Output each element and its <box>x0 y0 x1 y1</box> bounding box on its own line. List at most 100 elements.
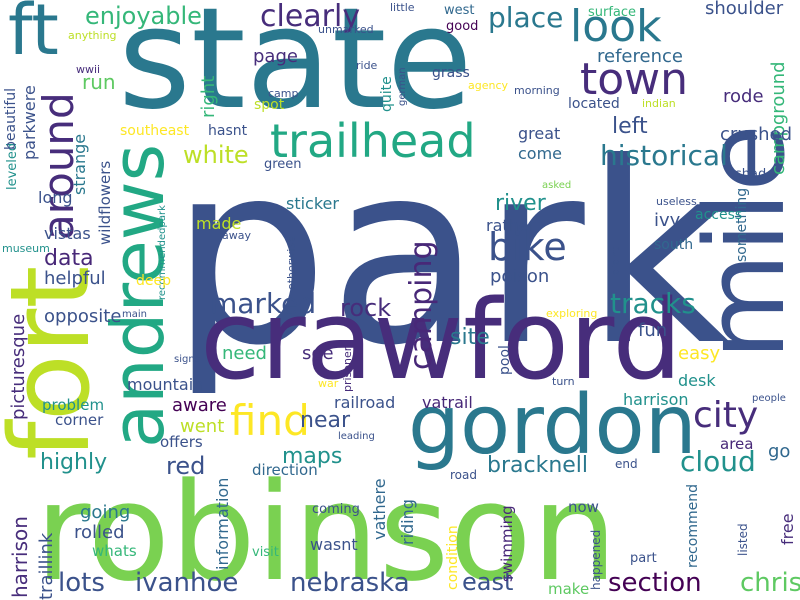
cloud-word: vatrail <box>422 393 473 412</box>
cloud-word: shade <box>735 167 775 182</box>
cloud-word: reference <box>597 46 683 67</box>
cloud-word: nebraska <box>290 568 410 598</box>
cloud-word: maps <box>282 444 343 469</box>
cloud-word: harrison <box>623 390 689 409</box>
cloud-word: road <box>450 468 477 482</box>
cloud-word: clearly <box>260 0 361 34</box>
cloud-word: swimming <box>498 505 516 582</box>
cloud-word: exploring <box>546 307 598 320</box>
cloud-word: going <box>80 502 131 523</box>
cloud-word: section <box>608 568 702 598</box>
cloud-word: wwii <box>76 63 101 76</box>
cloud-word: great <box>518 124 561 143</box>
cloud-word: area <box>720 435 754 453</box>
cloud-word: rock <box>340 294 392 322</box>
cloud-word: east <box>462 568 514 596</box>
cloud-word: aware <box>172 395 227 416</box>
cloud-word: something <box>734 187 750 262</box>
cloud-word: coming <box>312 502 360 517</box>
cloud-word: railroad <box>334 393 396 412</box>
cloud-word: lots <box>58 568 105 598</box>
cloud-word: white <box>183 141 249 169</box>
cloud-word: find <box>230 396 310 445</box>
cloud-word: make <box>548 580 590 598</box>
cloud-word: easy <box>678 343 721 364</box>
cloud-word: unmarked <box>318 23 374 36</box>
cloud-word: vathere <box>370 478 389 540</box>
cloud-word: asked <box>542 180 572 191</box>
cloud-word: site <box>450 325 490 350</box>
cloud-word: poison <box>490 266 550 287</box>
cloud-word: wasnt <box>310 535 358 554</box>
cloud-word: agency <box>468 79 509 92</box>
cloud-word: listed <box>736 523 750 556</box>
cloud-word: red <box>166 452 206 480</box>
cloud-word: museum <box>2 242 50 255</box>
cloud-word: marked <box>210 287 317 320</box>
cloud-word: bike <box>488 225 567 269</box>
cloud-word: data <box>44 246 94 271</box>
cloud-word: ft <box>8 0 59 71</box>
cloud-word: useless <box>656 195 697 208</box>
cloud-word: pool <box>497 345 513 375</box>
cloud-word: highly <box>40 450 108 475</box>
cloud-word: beautiful <box>3 87 19 150</box>
cloud-word: riding <box>398 499 417 545</box>
cloud-word: anything <box>68 29 117 42</box>
cloud-word: rather <box>486 216 536 235</box>
cloud-word: trailhead <box>270 114 476 168</box>
cloud-word: west <box>444 3 475 18</box>
cloud-word: chris <box>740 568 800 598</box>
cloud-word: main <box>122 309 147 320</box>
cloud-word: strange <box>70 133 89 195</box>
cloud-word: condition <box>445 525 461 590</box>
cloud-word: robinson <box>35 454 618 600</box>
cloud-word: fun <box>638 320 668 341</box>
cloud-word: crushed <box>720 124 792 145</box>
cloud-word: south <box>654 237 694 253</box>
cloud-word: park <box>170 109 730 400</box>
cloud-word: camping <box>404 240 439 370</box>
cloud-word: didnt <box>609 246 622 275</box>
cloud-word: signs <box>174 354 200 365</box>
cloud-word: vistas <box>44 224 91 243</box>
cloud-word: spot <box>254 97 285 113</box>
cloud-word: sticker <box>286 194 339 213</box>
cloud-word: offers <box>160 433 203 451</box>
cloud-word: tracks <box>610 287 696 320</box>
cloud-word: indian <box>642 97 676 110</box>
cloud-word: helpful <box>44 268 106 289</box>
cloud-word: ivy <box>654 210 681 231</box>
cloud-word: morning <box>514 84 560 97</box>
cloud-word: prisoner <box>341 346 354 392</box>
cloud-word: come <box>518 144 563 163</box>
cloud-word: good <box>446 19 479 34</box>
cloud-word: harrison <box>8 516 32 598</box>
cloud-word: gordon <box>408 378 697 473</box>
cloud-word: run <box>82 70 116 94</box>
cloud-word: leading <box>338 431 375 442</box>
cloud-word: place <box>488 1 564 34</box>
cloud-word: quite <box>379 76 395 112</box>
cloud-word: people <box>752 393 786 404</box>
cloud-word: war <box>318 377 339 390</box>
cloud-word: whats <box>92 542 137 560</box>
cloud-word: turn <box>552 375 575 388</box>
cloud-word: german <box>397 67 408 106</box>
cloud-word: traillink <box>36 532 57 600</box>
cloud-word: town <box>580 54 689 105</box>
cloud-word: surface <box>588 5 637 20</box>
cloud-word: corner <box>55 411 104 429</box>
cloud-word: campground <box>768 61 789 175</box>
cloud-word: went <box>180 416 225 437</box>
cloud-word: page <box>253 46 298 67</box>
cloud-word: ivanhoe <box>135 568 239 598</box>
cloud-word: access <box>695 207 743 223</box>
cloud-word: left <box>612 114 648 139</box>
cloud-word: now <box>568 498 599 516</box>
cloud-word: grass <box>432 65 470 81</box>
cloud-word: southeast <box>120 123 190 139</box>
cloud-word: river <box>495 191 546 216</box>
cloud-word: enjoyable <box>85 2 202 30</box>
